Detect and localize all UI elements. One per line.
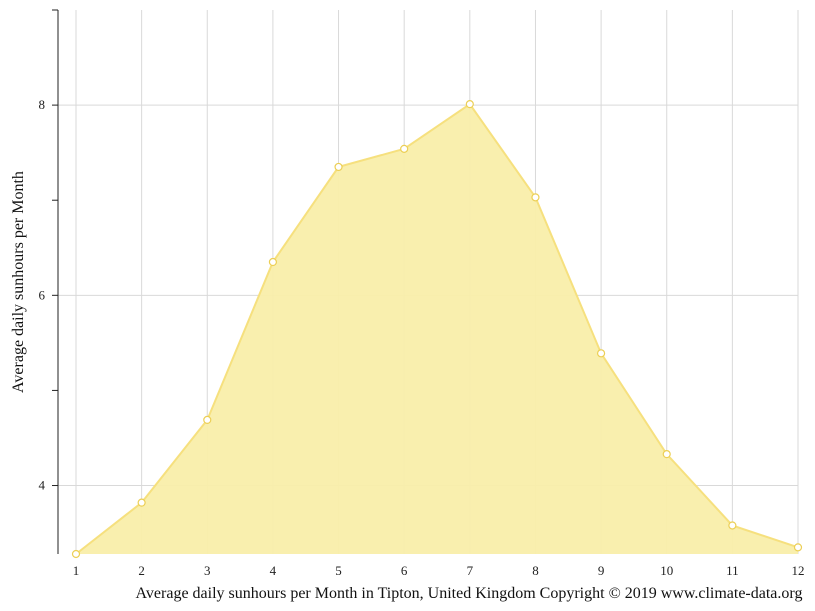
x-tick-label: 12 bbox=[792, 563, 805, 578]
data-point bbox=[531, 193, 540, 202]
x-tick-label: 3 bbox=[204, 563, 211, 578]
x-tick-label: 8 bbox=[532, 563, 539, 578]
data-point bbox=[203, 415, 212, 425]
x-tick-label: 2 bbox=[138, 563, 145, 578]
area-layer bbox=[75, 102, 799, 555]
data-point bbox=[334, 162, 343, 172]
marker-layer bbox=[71, 100, 803, 559]
y-tick-label: 8 bbox=[39, 97, 46, 112]
x-tick-label: 5 bbox=[335, 563, 342, 578]
data-point bbox=[596, 349, 606, 358]
x-tick-label: 11 bbox=[726, 563, 739, 578]
x-tick-label: 1 bbox=[73, 563, 80, 578]
x-tick-label: 7 bbox=[467, 563, 474, 578]
data-point bbox=[662, 450, 671, 459]
y-axis-label: Average daily sunhours per Month bbox=[10, 171, 27, 393]
y-tick-label: 4 bbox=[39, 478, 46, 493]
data-point bbox=[137, 498, 146, 507]
data-point bbox=[465, 100, 474, 109]
x-tick-label: 6 bbox=[401, 563, 408, 578]
x-tick-label: 9 bbox=[598, 563, 605, 578]
data-point bbox=[71, 549, 81, 559]
series-line bbox=[75, 102, 799, 555]
x-tick-label: 10 bbox=[660, 563, 673, 578]
axis-layer bbox=[52, 9, 59, 554]
data-point bbox=[268, 257, 278, 267]
x-tick-label: 4 bbox=[270, 563, 277, 578]
data-point bbox=[400, 144, 409, 153]
data-point bbox=[793, 543, 803, 552]
chart-caption: Average daily sunhours per Month in Tipt… bbox=[136, 585, 803, 602]
area-fill bbox=[76, 104, 798, 555]
y-tick-label: 6 bbox=[39, 287, 46, 302]
data-point bbox=[728, 521, 737, 530]
